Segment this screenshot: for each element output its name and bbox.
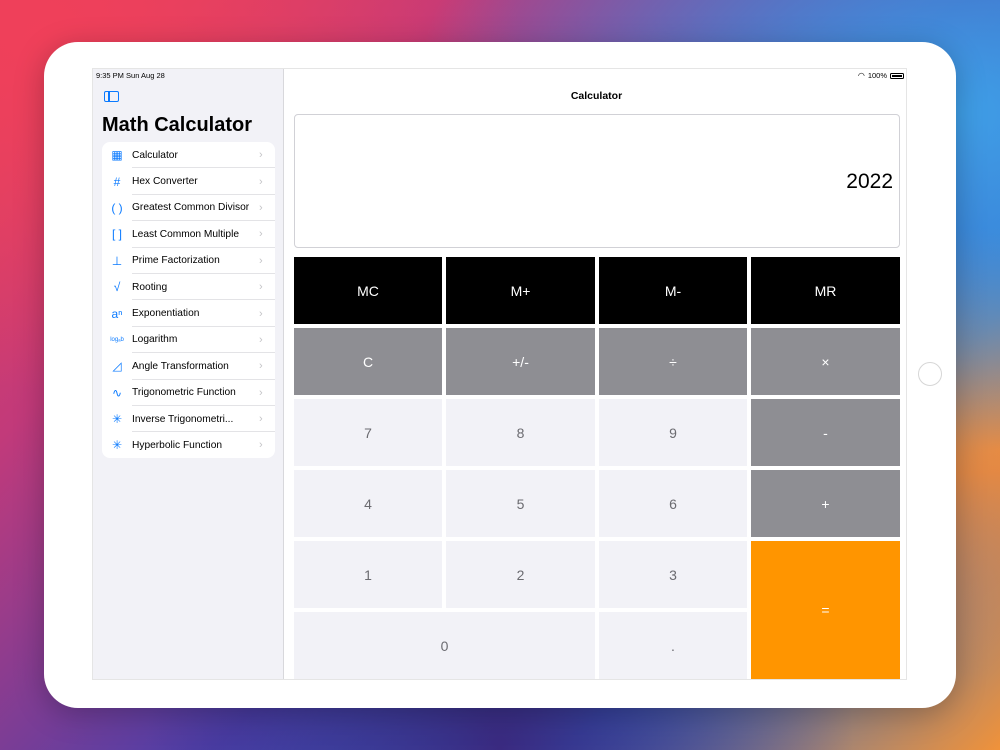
sign-toggle-button[interactable]: +/- [446,328,595,395]
memory-add-button[interactable]: M+ [446,257,595,324]
sidebar-item-label: Least Common Multiple [132,228,240,240]
sidebar-item-rooting[interactable]: √ Rooting › [102,274,275,301]
parentheses-icon: ( ) [111,200,123,215]
sidebar-item-label: Exponentiation [132,308,200,320]
digit-4-button[interactable]: 4 [294,470,442,537]
sidebar-item-label: Hex Converter [132,176,198,188]
log-icon: logₐb [110,336,124,343]
sidebar-item-gcd[interactable]: ( ) Greatest Common Divisor › [102,195,275,222]
calculator-icon: ▦ [111,148,123,163]
divide-button[interactable]: ÷ [599,328,747,395]
chevron-right-icon: › [259,413,263,426]
status-time: 9:35 PM Sun Aug 28 [96,71,165,80]
page-title: Calculator [570,90,623,102]
inverse-trig-icon: ✳ [111,412,123,427]
chevron-right-icon: › [259,201,263,214]
sine-wave-icon: ∿ [111,385,123,400]
app-title: Math Calculator [102,114,253,136]
digit-8-button[interactable]: 8 [446,399,595,466]
sidebar-item-trigonometric-function[interactable]: ∿ Trigonometric Function › [102,380,275,407]
sidebar-menu: ▦ Calculator › # Hex Converter › ( ) Gre… [102,142,275,458]
sidebar-item-label: Angle Transformation [132,360,229,372]
chevron-right-icon: › [259,254,263,267]
multiply-button[interactable]: × [751,328,900,395]
chevron-right-icon: › [259,333,263,346]
digit-6-button[interactable]: 6 [599,470,747,537]
sidebar-item-lcm[interactable]: [ ] Least Common Multiple › [102,221,275,248]
brackets-icon: [ ] [111,227,122,242]
battery-percent: 100% [867,71,887,80]
exponent-icon: aⁿ [111,306,123,321]
digit-5-button[interactable]: 5 [446,470,595,537]
sidebar: 9:35 PM Sun Aug 28 Math Calculator ▦ Cal… [93,69,284,679]
sidebar-item-label: Hyperbolic Function [132,439,223,451]
memory-clear-button[interactable]: MC [294,257,442,324]
chevron-right-icon: › [259,281,263,294]
angle-icon: ◿ [112,359,122,374]
chevron-right-icon: › [259,175,263,188]
sidebar-item-hyperbolic-function[interactable]: ✳ Hyperbolic Function › [102,432,275,458]
chevron-right-icon: › [259,307,263,320]
chevron-right-icon: › [259,149,263,162]
sidebar-item-exponentiation[interactable]: aⁿ Exponentiation › [102,300,275,328]
wifi-icon: ◠ [857,71,865,80]
equals-button[interactable]: = [751,541,900,679]
memory-subtract-button[interactable]: M- [599,257,747,324]
screen: 9:35 PM Sun Aug 28 Math Calculator ▦ Cal… [92,68,907,680]
digit-7-button[interactable]: 7 [294,399,442,466]
sidebar-toggle-icon[interactable] [104,91,119,102]
hyperbolic-icon: ✳ [111,438,123,453]
sidebar-item-calculator[interactable]: ▦ Calculator › [102,142,275,169]
sidebar-item-inverse-trigonometric[interactable]: ✳ Inverse Trigonometri... › [102,406,275,433]
battery-icon [890,72,904,79]
status-right: ◠ 100% [858,71,904,80]
add-button[interactable]: + [751,470,900,537]
sidebar-item-angle-transformation[interactable]: ◿ Angle Transformation › [102,353,275,380]
chevron-right-icon: › [259,439,263,452]
chevron-right-icon: › [259,360,263,373]
tree-icon: ⊥ [111,253,123,268]
clear-button[interactable]: C [294,328,442,395]
decimal-button[interactable]: . [599,612,747,679]
sidebar-item-label: Rooting [132,281,168,293]
hash-icon: # [113,174,121,189]
square-root-icon: √ [113,280,121,295]
sidebar-item-label: Calculator [132,149,178,161]
sidebar-item-label: Inverse Trigonometri... [132,413,234,425]
sidebar-item-logarithm[interactable]: logₐb Logarithm › [102,327,275,354]
digit-3-button[interactable]: 3 [599,541,747,608]
keypad: MC M+ M- MR C +/- ÷ × 7 8 9 - 4 5 6 + 1 … [294,257,900,679]
sidebar-item-label: Logarithm [132,334,178,346]
digit-0-button[interactable]: 0 [294,612,595,679]
digit-9-button[interactable]: 9 [599,399,747,466]
home-button[interactable] [918,362,942,386]
sidebar-item-label: Trigonometric Function [132,387,236,399]
calculator-display: 2022 [294,114,900,248]
chevron-right-icon: › [259,228,263,241]
chevron-right-icon: › [259,386,263,399]
main-panel: ◠ 100% Calculator 2022 MC M+ M- MR C +/-… [285,69,906,679]
digit-1-button[interactable]: 1 [294,541,442,608]
digit-2-button[interactable]: 2 [446,541,595,608]
sidebar-item-label: Prime Factorization [132,255,220,267]
sidebar-item-hex-converter[interactable]: # Hex Converter › [102,168,275,196]
subtract-button[interactable]: - [751,399,900,466]
sidebar-item-label: Greatest Common Divisor [132,202,250,214]
sidebar-item-prime-factorization[interactable]: ⊥ Prime Factorization › [102,248,275,275]
memory-recall-button[interactable]: MR [751,257,900,324]
display-value: 2022 [846,170,893,193]
